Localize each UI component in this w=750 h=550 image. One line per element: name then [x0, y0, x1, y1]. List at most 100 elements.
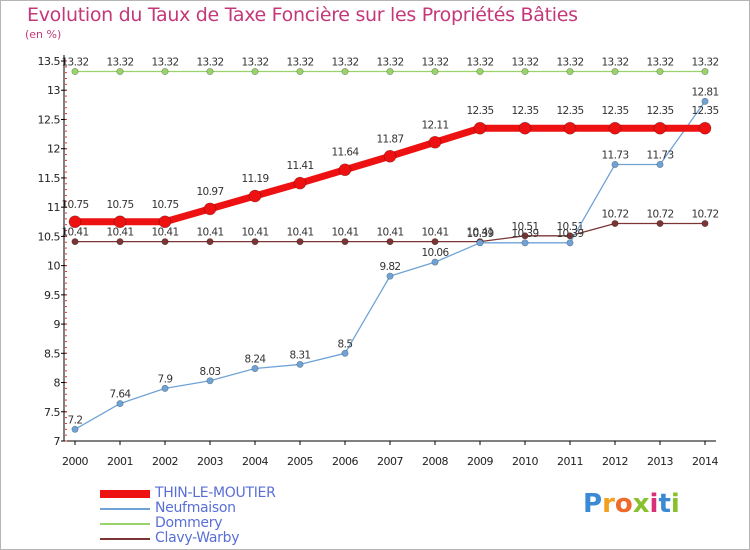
data-label-neufmaison: 10.39 [511, 228, 538, 240]
y-minor-tick [65, 113, 67, 115]
y-minor-tick [65, 206, 67, 208]
data-point-clavy-warby [116, 238, 124, 246]
data-point-neufmaison [701, 97, 709, 105]
y-minor-tick [65, 171, 67, 173]
y-tick-label: 8.5 [44, 347, 60, 360]
y-minor-tick [65, 72, 67, 74]
y-minor-tick [65, 189, 67, 191]
x-tick-label: 2003 [197, 455, 223, 468]
data-point-dommery [431, 68, 439, 76]
data-point-thin-le-moutier [608, 121, 622, 135]
legend-swatch-thin-le-moutier [100, 490, 150, 498]
data-label-clavy-warby: 10.72 [691, 209, 718, 221]
data-point-neufmaison [521, 239, 529, 247]
y-minor-tick [65, 294, 67, 296]
data-point-neufmaison [386, 272, 394, 280]
y-minor-tick [65, 154, 67, 156]
data-point-clavy-warby [206, 238, 214, 246]
y-minor-tick [65, 78, 67, 80]
legend-label-neufmaison: Neufmaison [155, 500, 236, 516]
data-point-dommery [116, 68, 124, 76]
data-point-neufmaison [341, 349, 349, 357]
data-label-dommery: 13.32 [691, 57, 718, 69]
data-point-thin-le-moutier [158, 215, 172, 229]
y-minor-tick [65, 434, 67, 436]
y-tick-label: 11 [47, 201, 60, 214]
data-point-dommery [251, 68, 259, 76]
y-minor-tick [65, 341, 67, 343]
y-minor-tick [65, 107, 67, 109]
y-minor-tick [65, 95, 67, 97]
x-tick-label: 2009 [467, 455, 493, 468]
data-point-clavy-warby [431, 238, 439, 246]
data-point-thin-le-moutier [563, 121, 577, 135]
y-minor-tick [65, 393, 67, 395]
data-point-neufmaison [656, 160, 664, 168]
y-minor-tick [65, 411, 67, 413]
y-minor-tick [65, 323, 67, 325]
data-label-thin-le-moutier: 12.35 [691, 105, 718, 117]
data-label-neufmaison: 7.2 [68, 414, 83, 426]
data-point-neufmaison [71, 425, 79, 433]
logo-letter: x [632, 489, 650, 519]
y-minor-tick [65, 329, 67, 331]
data-label-clavy-warby: 10.41 [61, 227, 88, 239]
data-label-dommery: 13.32 [646, 57, 673, 69]
x-tick-label: 2013 [647, 455, 673, 468]
data-label-neufmaison: 7.64 [110, 389, 132, 401]
y-minor-tick [65, 183, 67, 185]
data-point-neufmaison [296, 360, 304, 368]
legend-label-thin-le-moutier: THIN-LE-MOUTIER [155, 485, 276, 501]
y-minor-tick [65, 288, 67, 290]
unit-label: (en %) [25, 28, 62, 41]
y-minor-tick [65, 370, 67, 372]
data-label-thin-le-moutier: 10.75 [106, 199, 133, 211]
data-label-clavy-warby: 10.41 [466, 227, 493, 239]
x-tick-label: 2008 [422, 455, 448, 468]
data-label-dommery: 13.32 [511, 57, 538, 69]
data-label-clavy-warby: 10.41 [376, 227, 403, 239]
y-tick-label: 13.5 [38, 55, 61, 68]
data-point-dommery [476, 68, 484, 76]
data-label-dommery: 13.32 [556, 57, 583, 69]
y-minor-tick [65, 130, 67, 132]
y-minor-tick [65, 317, 67, 319]
logo-letter: i [670, 489, 680, 519]
data-label-neufmaison: 12.81 [691, 86, 718, 98]
logo-letter: i [649, 489, 659, 519]
y-minor-tick [65, 422, 67, 424]
y-minor-tick [65, 212, 67, 214]
data-point-clavy-warby [341, 238, 349, 246]
y-minor-tick [65, 376, 67, 378]
y-minor-tick [65, 165, 67, 167]
data-label-clavy-warby: 10.51 [511, 221, 538, 233]
y-minor-tick [65, 399, 67, 401]
data-label-clavy-warby: 10.41 [331, 227, 358, 239]
logo-letter: r [602, 489, 615, 519]
data-label-thin-le-moutier: 11.87 [376, 133, 403, 145]
y-minor-tick [65, 253, 67, 255]
data-label-neufmaison: 10.39 [556, 228, 583, 240]
y-minor-tick [65, 259, 67, 261]
data-point-dommery [566, 68, 574, 76]
data-label-dommery: 13.32 [466, 57, 493, 69]
y-minor-tick [65, 358, 67, 360]
data-label-thin-le-moutier: 12.11 [421, 119, 448, 131]
data-point-clavy-warby [386, 238, 394, 246]
y-minor-tick [65, 136, 67, 138]
data-point-dommery [521, 68, 529, 76]
y-minor-tick [65, 200, 67, 202]
data-label-thin-le-moutier: 11.19 [241, 173, 268, 185]
data-label-neufmaison: 8.31 [290, 349, 311, 361]
data-label-thin-le-moutier: 12.35 [601, 105, 628, 117]
y-minor-tick [65, 382, 67, 384]
y-minor-tick [65, 101, 67, 103]
data-label-thin-le-moutier: 11.41 [286, 160, 313, 172]
data-label-neufmaison: 9.82 [380, 261, 401, 273]
y-minor-tick [65, 335, 67, 337]
x-tick-label: 2004 [242, 455, 268, 468]
data-point-neufmaison [611, 160, 619, 168]
y-minor-tick [65, 60, 67, 62]
